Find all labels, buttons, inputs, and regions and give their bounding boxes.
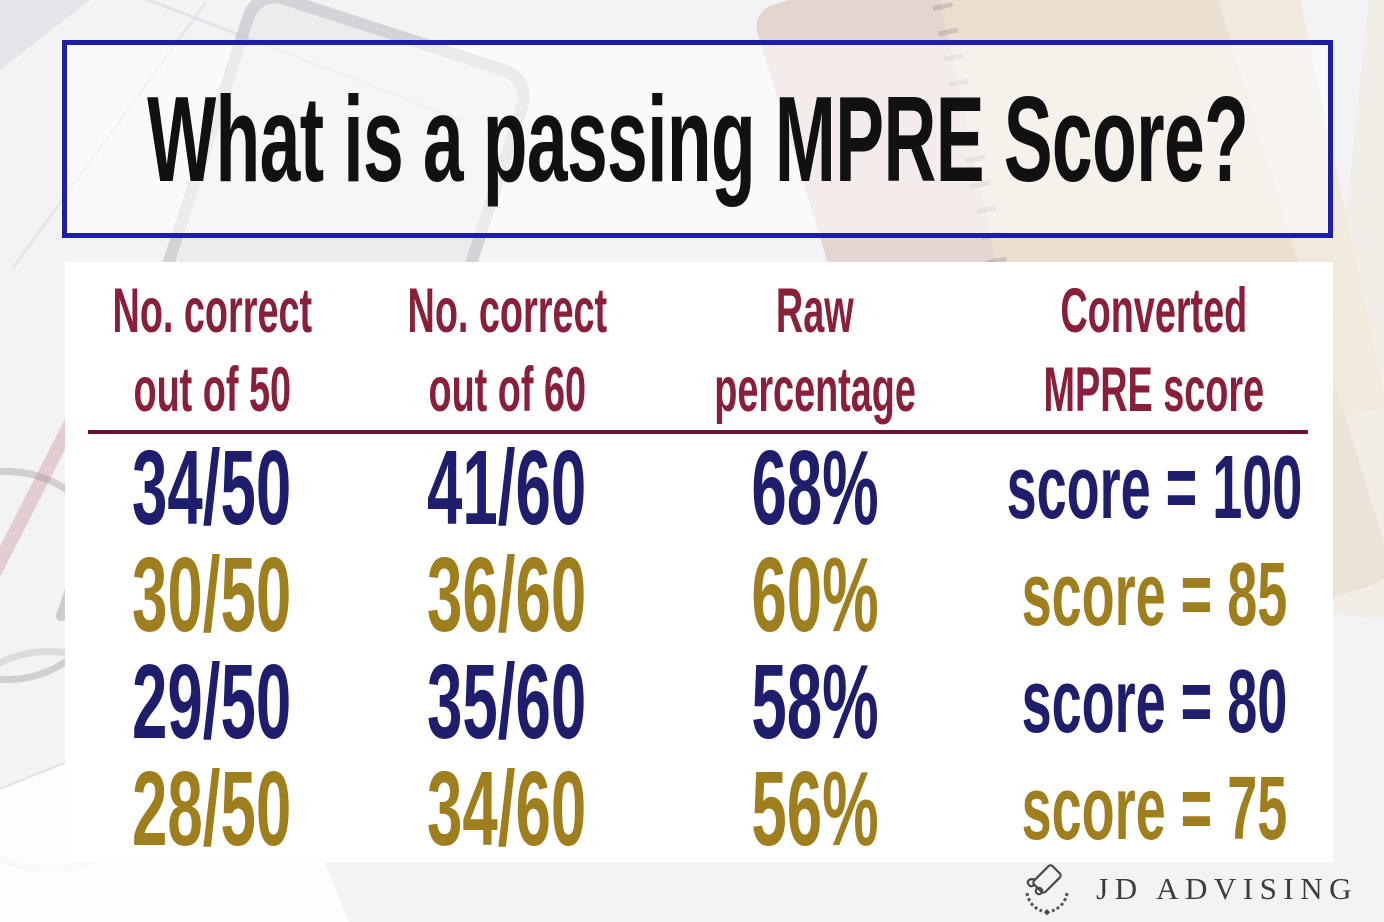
cell-value: 58%: [751, 642, 879, 761]
column-header-converted-score: Converted MPRE score: [975, 272, 1333, 430]
header-divider-rule: [88, 430, 1308, 434]
column-header-correct-of-60: No. correct out of 60: [359, 272, 654, 430]
cell-converted-score: score = 85: [975, 541, 1333, 648]
cell-value: 68%: [751, 428, 879, 547]
cell-value: score = 80: [1021, 651, 1288, 752]
cell-value: score = 100: [1006, 437, 1303, 538]
column-header-raw-percentage: Raw percentage: [655, 272, 976, 430]
cell-value: 29/50: [132, 642, 292, 761]
cell-raw-percentage: 56%: [655, 755, 976, 862]
cell-value: 36/60: [427, 535, 587, 654]
cell-correct-of-60: 35/60: [359, 648, 654, 755]
header-line: MPRE score: [1043, 355, 1265, 425]
page-title: What is a passing MPRE Score?: [146, 71, 1249, 207]
cell-raw-percentage: 58%: [655, 648, 976, 755]
cell-correct-of-50: 34/50: [65, 434, 359, 541]
cell-value: 34/50: [132, 428, 292, 547]
scroll-with-laurel-icon: [1020, 862, 1074, 916]
table-row: 29/50 35/60 58% score = 80: [65, 648, 1333, 755]
cell-correct-of-50: 29/50: [65, 648, 359, 755]
cell-correct-of-60: 41/60: [359, 434, 654, 541]
header-line: out of 60: [428, 355, 586, 425]
cell-converted-score: score = 75: [975, 755, 1333, 862]
cell-correct-of-50: 30/50: [65, 541, 359, 648]
header-line: Raw: [776, 276, 854, 346]
cell-value: 28/50: [132, 749, 292, 868]
column-header-correct-of-50: No. correct out of 50: [65, 272, 359, 430]
cell-value: 34/60: [427, 749, 587, 868]
logo-wordmark: JD ADVISING: [1096, 871, 1358, 906]
table-row: 28/50 34/60 56% score = 75: [65, 755, 1333, 862]
cell-converted-score: score = 80: [975, 648, 1333, 755]
cell-value: 60%: [751, 535, 879, 654]
cell-correct-of-50: 28/50: [65, 755, 359, 862]
cell-correct-of-60: 34/60: [359, 755, 654, 862]
header-line: No. correct: [112, 276, 312, 346]
cell-correct-of-60: 36/60: [359, 541, 654, 648]
cell-value: score = 75: [1021, 758, 1288, 859]
header-line: percentage: [714, 355, 916, 425]
table-header-row: No. correct out of 50 No. correct out of…: [65, 262, 1333, 430]
cell-value: 35/60: [427, 642, 587, 761]
jd-advising-logo: JD ADVISING: [1020, 862, 1358, 916]
cell-value: 41/60: [427, 428, 587, 547]
header-line: No. correct: [407, 276, 607, 346]
cell-value: 30/50: [132, 535, 292, 654]
header-line: Converted: [1060, 276, 1248, 346]
title-box: What is a passing MPRE Score?: [62, 40, 1333, 238]
score-table-panel: No. correct out of 50 No. correct out of…: [65, 262, 1333, 862]
cell-value: score = 85: [1021, 544, 1288, 645]
cell-converted-score: score = 100: [975, 434, 1333, 541]
cell-raw-percentage: 60%: [655, 541, 976, 648]
cell-raw-percentage: 68%: [655, 434, 976, 541]
table-row: 34/50 41/60 68% score = 100: [65, 434, 1333, 541]
cell-value: 56%: [751, 749, 879, 868]
header-line: out of 50: [133, 355, 291, 425]
table-row: 30/50 36/60 60% score = 85: [65, 541, 1333, 648]
